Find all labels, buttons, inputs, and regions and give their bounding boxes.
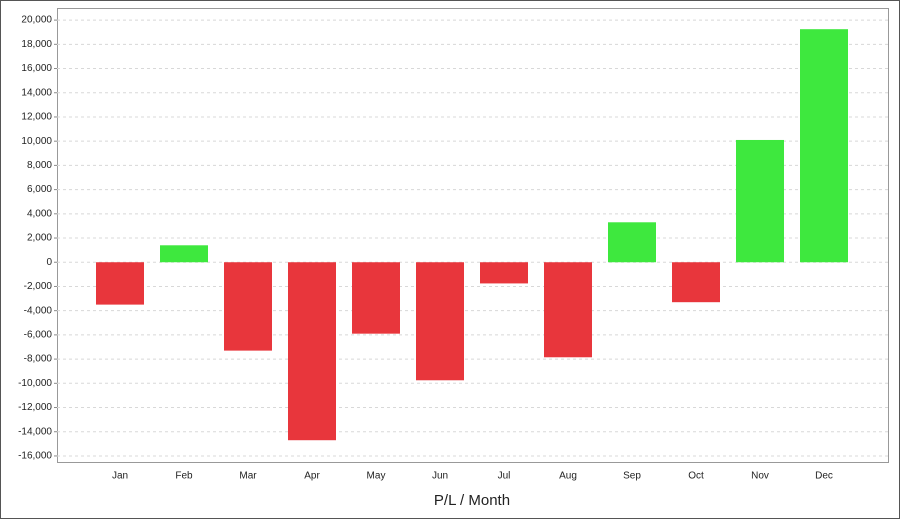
x-axis-title: P/L / Month xyxy=(434,492,510,509)
y-tick-label: 12,000 xyxy=(21,112,52,123)
x-tick-label: Apr xyxy=(304,471,320,482)
bar xyxy=(96,262,144,305)
x-tick-label: May xyxy=(367,471,386,482)
y-tick-label: 18,000 xyxy=(21,39,52,50)
bar xyxy=(544,262,592,358)
y-tick-label: 4,000 xyxy=(27,208,52,219)
y-tick-label: -4,000 xyxy=(24,305,53,316)
y-tick-label: 10,000 xyxy=(21,136,52,147)
bar xyxy=(352,262,400,334)
bar xyxy=(480,262,528,284)
y-tick-label: -16,000 xyxy=(18,451,52,462)
bar xyxy=(800,29,848,263)
bar xyxy=(736,139,784,263)
x-tick-label: Jul xyxy=(498,471,511,482)
x-tick-label: Jan xyxy=(112,471,128,482)
x-tick-label: Feb xyxy=(175,471,193,482)
bar xyxy=(608,222,656,263)
y-tick-label: -2,000 xyxy=(24,281,53,292)
y-tick-label: 6,000 xyxy=(27,184,52,195)
y-tick-label: -8,000 xyxy=(24,354,53,365)
y-tick-label: 2,000 xyxy=(27,233,52,244)
x-tick-label: Dec xyxy=(815,471,833,482)
y-tick-label: -10,000 xyxy=(18,378,52,389)
bar xyxy=(672,262,720,303)
bar xyxy=(224,262,272,351)
bar xyxy=(416,262,464,381)
bar xyxy=(160,245,208,263)
x-tick-label: Oct xyxy=(688,471,704,482)
y-tick-label: 0 xyxy=(46,257,52,268)
y-tick-label: 8,000 xyxy=(27,160,52,171)
y-tick-label: -14,000 xyxy=(18,426,52,437)
x-tick-label: Jun xyxy=(432,471,448,482)
x-tick-label: Nov xyxy=(751,471,769,482)
y-tick-label: -6,000 xyxy=(24,330,53,341)
y-tick-label: 16,000 xyxy=(21,63,52,74)
bar xyxy=(288,262,336,441)
x-tick-label: Mar xyxy=(239,471,257,482)
x-tick-label: Aug xyxy=(559,471,577,482)
y-tick-label: 14,000 xyxy=(21,87,52,98)
y-tick-label: -12,000 xyxy=(18,402,52,413)
y-tick-label: 20,000 xyxy=(21,15,52,26)
x-tick-label: Sep xyxy=(623,471,641,482)
